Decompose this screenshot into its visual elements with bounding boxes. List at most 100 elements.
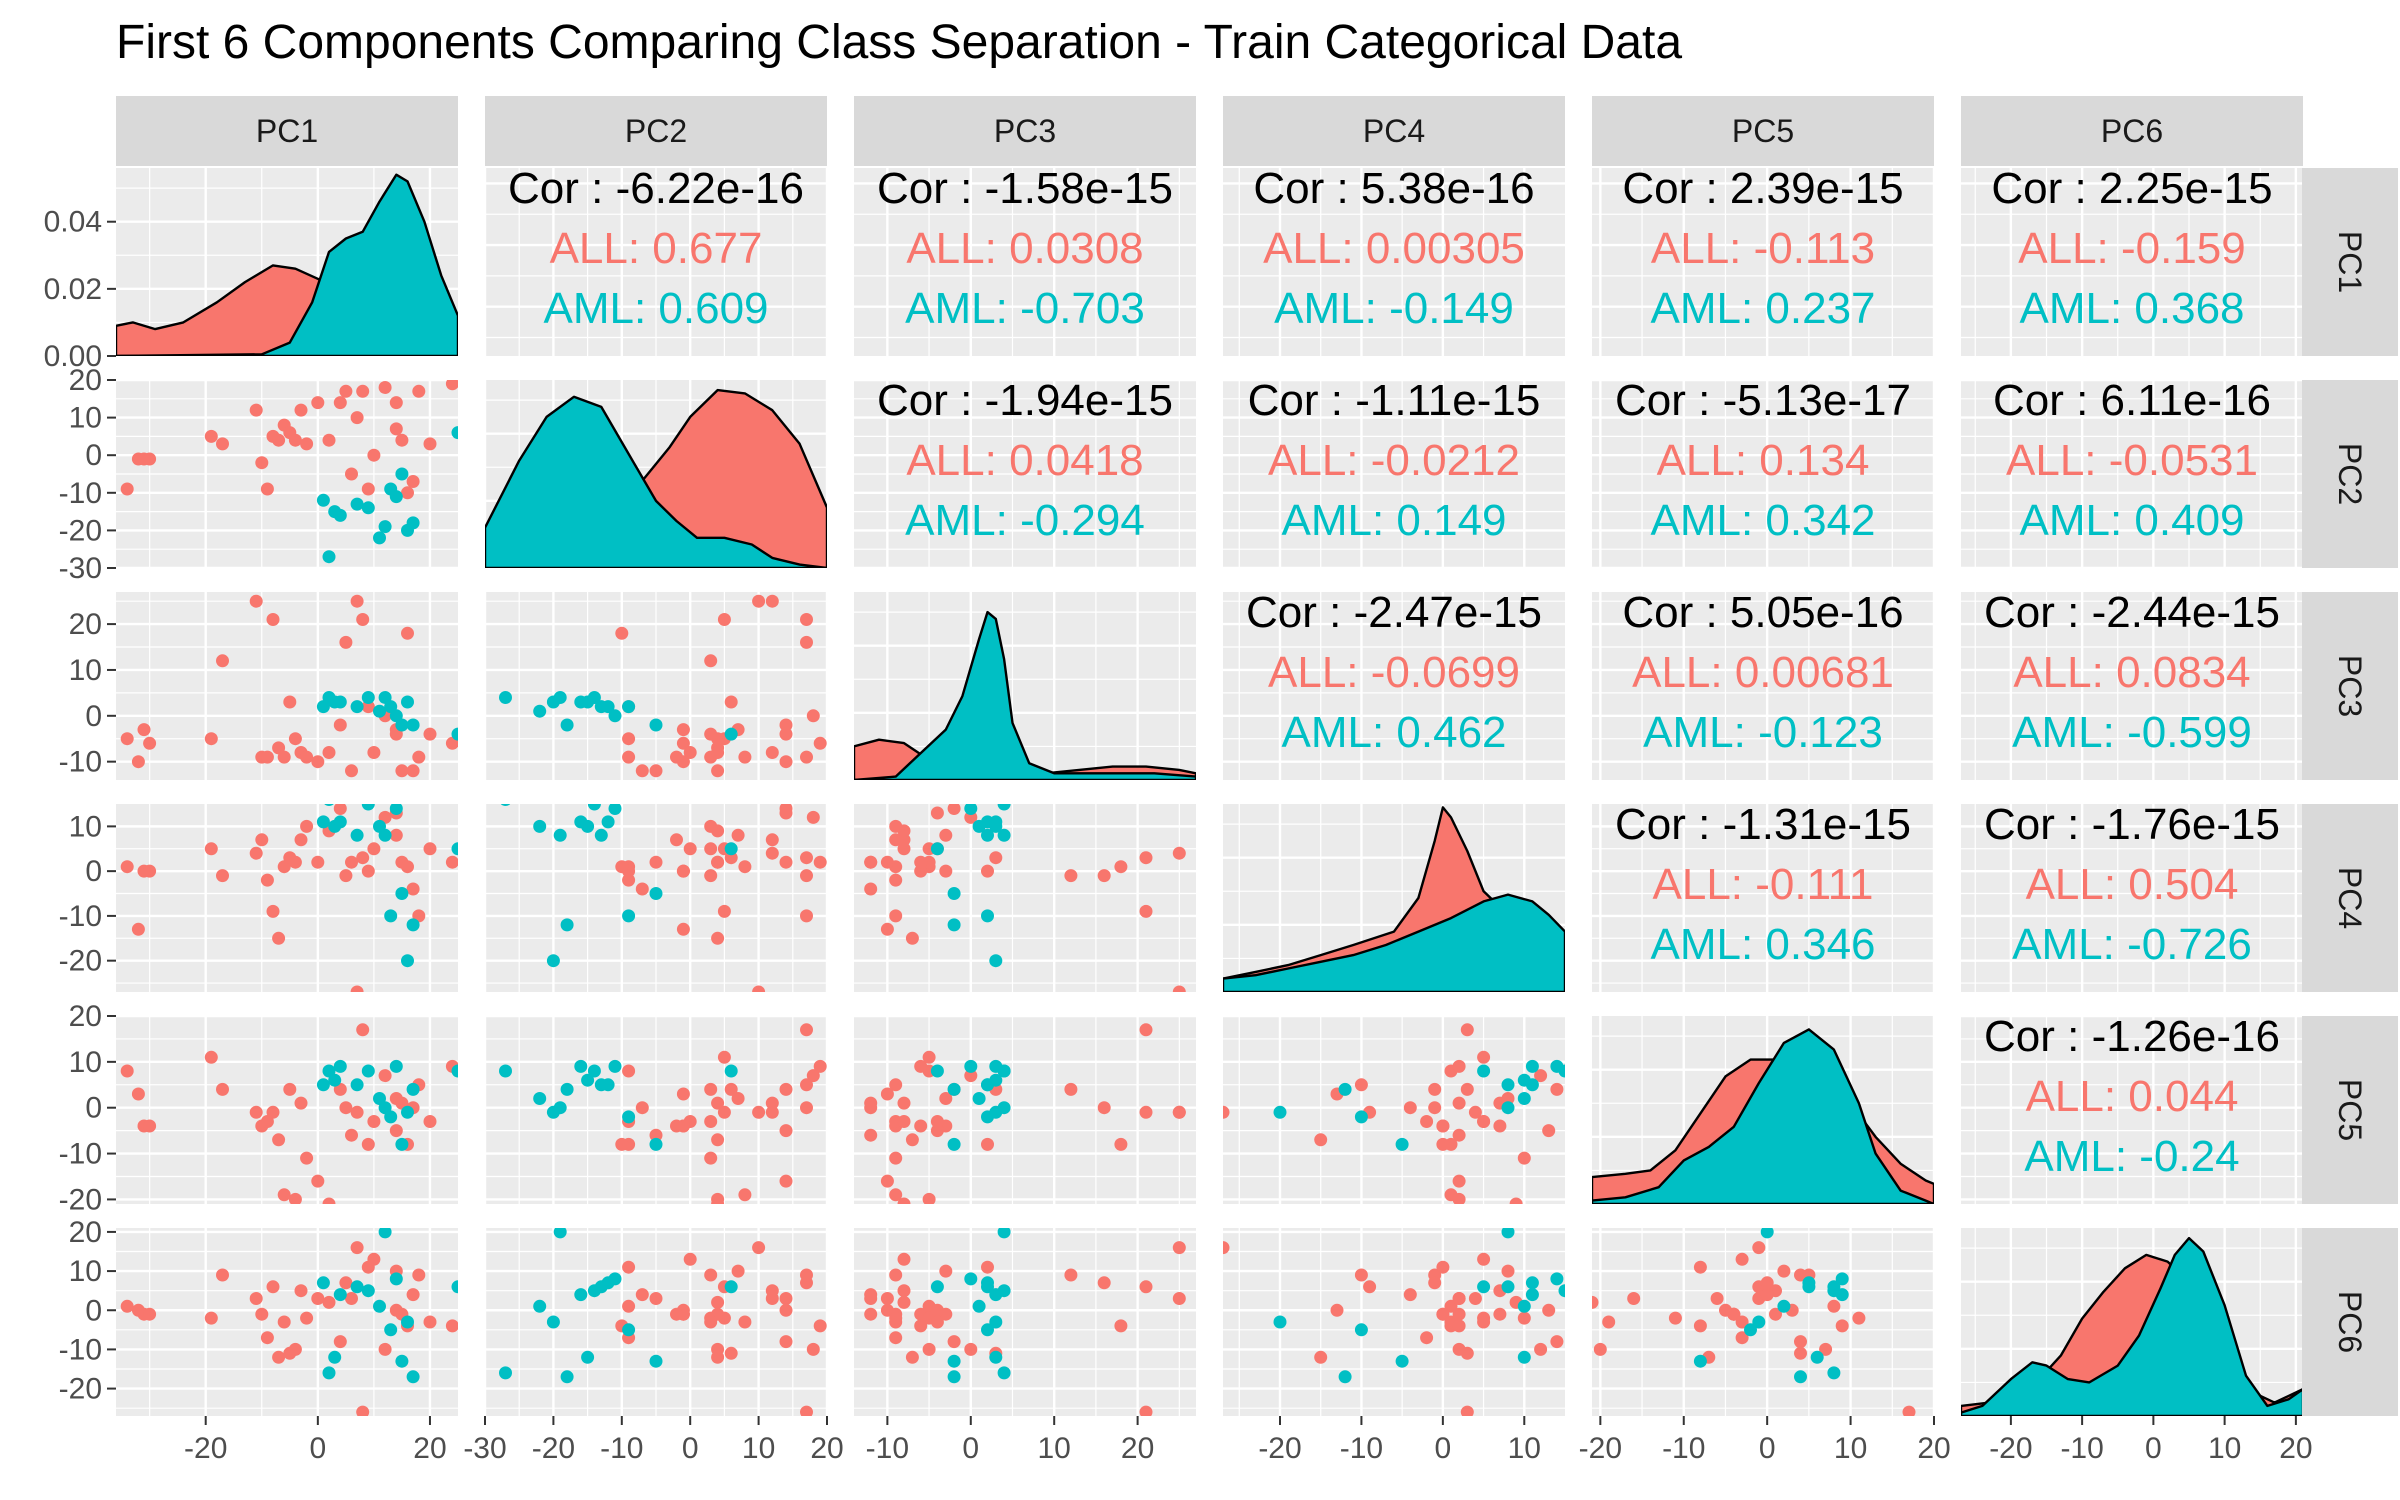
x-tick-label: 0	[2145, 1432, 2162, 1465]
point-aml-12	[947, 1370, 961, 1384]
point-all-23	[361, 700, 375, 714]
point-all-15	[1517, 1311, 1531, 1325]
point-all-23	[622, 1260, 636, 1274]
point-all-13	[288, 855, 302, 869]
density-aml-pc6	[1961, 1236, 2303, 1416]
density-aml-pc3	[854, 610, 1196, 780]
point-all-15	[1668, 1311, 1682, 1325]
point-all-24	[1735, 1252, 1749, 1266]
point-aml-5	[361, 1064, 375, 1078]
x-tick-label: 10	[1834, 1432, 1867, 1465]
point-aml-10	[649, 1354, 663, 1368]
point-all-18	[779, 718, 793, 732]
point-aml-1	[1567, 1065, 1580, 1078]
point-aml-13	[930, 842, 944, 856]
point-all-12	[989, 851, 1003, 865]
x-tick-label: 10	[1508, 1432, 1541, 1465]
point-all-0	[1444, 1299, 1458, 1313]
point-aml-0	[316, 1276, 330, 1290]
correlation-aml: AML: -0.703	[905, 284, 1145, 333]
point-aml-1	[322, 1366, 336, 1380]
correlation-overall: Cor : -6.22e-16	[508, 164, 804, 213]
point-all-26	[930, 1303, 944, 1317]
y-tick-label: 0	[85, 700, 102, 733]
strip-label: PC1	[256, 113, 318, 149]
point-all-32	[1735, 1315, 1749, 1329]
point-all-5	[1064, 1082, 1078, 1096]
y-tick-label: 0	[85, 855, 102, 888]
point-aml-12	[560, 918, 574, 932]
point-all-0	[120, 482, 134, 496]
point-all-26	[930, 806, 944, 820]
point-aml-10	[1693, 1354, 1707, 1368]
point-all-22	[356, 1405, 370, 1416]
panel-pc2-pc2	[483, 380, 829, 570]
panel-pc3-pc6: Cor : -2.44e-15 ALL: 0.0834 AML: -0.599	[1961, 588, 2303, 780]
point-all-9	[1139, 1280, 1153, 1294]
strip-label: PC5	[2332, 1079, 2368, 1141]
point-all-27	[1501, 1092, 1515, 1105]
correlation-all: ALL: 0.134	[1657, 436, 1870, 485]
point-aml-0	[316, 1078, 330, 1092]
point-aml-10	[1395, 1354, 1409, 1368]
point-aml-5	[361, 804, 375, 811]
panel-background	[854, 1016, 1196, 1204]
point-all-28	[711, 1096, 725, 1110]
point-all-29	[615, 860, 629, 874]
point-all-18	[779, 1335, 793, 1349]
point-all-31	[800, 750, 813, 764]
point-all-16	[1627, 1292, 1641, 1305]
point-all-24	[897, 842, 911, 856]
strip-top-pc1: PC1	[116, 96, 458, 166]
x-tick-label: 0	[1759, 1432, 1776, 1465]
point-all-30	[864, 1288, 878, 1302]
point-all-3	[143, 736, 157, 750]
point-aml-6	[1517, 1092, 1531, 1105]
point-aml-9	[964, 804, 978, 815]
correlation-aml: AML: -0.149	[1274, 284, 1514, 333]
point-all-11	[1602, 1315, 1616, 1329]
point-all-21	[1172, 985, 1186, 992]
point-all-28	[1452, 1307, 1466, 1321]
point-aml-4	[350, 828, 364, 842]
point-all-21	[752, 1105, 766, 1119]
point-all-26	[1542, 1303, 1556, 1317]
point-aml-9	[389, 490, 403, 504]
point-all-19	[800, 635, 813, 649]
point-aml-12	[560, 1370, 574, 1384]
point-all-4	[922, 1050, 936, 1064]
panel-pc2-pc4: Cor : -1.11e-15 ALL: -0.0212 AML: 0.149	[1223, 378, 1565, 570]
point-all-21	[1172, 1241, 1186, 1255]
point-aml-12	[406, 1370, 420, 1384]
point-all-9	[1363, 1280, 1377, 1294]
point-all-13	[922, 1192, 936, 1204]
point-all-16	[311, 755, 325, 769]
point-all-31	[800, 1078, 813, 1092]
correlation-all: ALL: -0.0531	[2006, 436, 2258, 485]
point-all-14	[897, 1096, 911, 1110]
panel-pc1-pc6: Cor : 2.25e-15 ALL: -0.159 AML: 0.368	[1961, 168, 2303, 356]
point-aml-4	[1501, 1280, 1515, 1294]
correlation-overall: Cor : -2.44e-15	[1984, 588, 2280, 637]
point-all-28	[395, 433, 409, 447]
point-all-15	[889, 1311, 903, 1325]
point-all-27	[731, 828, 745, 842]
correlation-overall: Cor : 5.38e-16	[1253, 164, 1534, 213]
point-all-27	[939, 1092, 953, 1105]
correlation-aml: AML: 0.237	[1650, 284, 1875, 333]
point-all-17	[1592, 1295, 1599, 1309]
point-all-15	[300, 819, 314, 833]
point-all-22	[356, 1023, 370, 1037]
point-all-33	[445, 855, 458, 869]
point-aml-7	[553, 1228, 567, 1239]
point-aml-10	[947, 1354, 961, 1368]
point-all-19	[1428, 1101, 1442, 1115]
point-all-9	[266, 1105, 280, 1119]
strip-right-pc1: PC1	[2302, 168, 2398, 356]
point-all-27	[1777, 1264, 1791, 1278]
y-tick-label: 10	[69, 1255, 102, 1288]
y-tick-label: 0	[85, 439, 102, 472]
correlation-aml: AML: 0.462	[1281, 708, 1506, 757]
point-all-20	[345, 764, 358, 778]
